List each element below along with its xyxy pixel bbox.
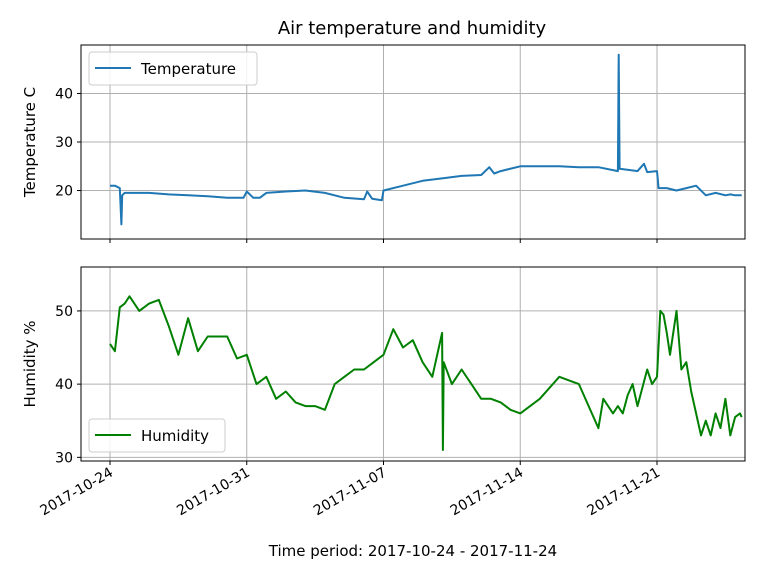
top-x-ticks (109, 239, 658, 243)
top-chart-grid (81, 45, 745, 239)
temperature-line (110, 53, 742, 226)
temperature-legend-box (88, 51, 258, 86)
temperature-axis-label: Temperature C (21, 87, 39, 198)
bottom-y-ticks: 30 40 50 (55, 304, 81, 466)
humidity-legend-box (88, 418, 226, 453)
top-y-ticks: 20 30 40 (55, 87, 81, 200)
humidity-axis-label: Humidity % (21, 320, 39, 407)
temperature-legend: Temperature (88, 51, 258, 86)
humidity-legend: Humidity (88, 418, 226, 453)
y-tick-label: 50 (55, 304, 73, 320)
humidity-line (109, 295, 743, 451)
temperature-legend-label: Temperature (140, 60, 236, 78)
chart-title: Air temperature and humidity (278, 18, 547, 39)
time-period-label: Time period: 2017-10-24 - 2017-11-24 (268, 542, 557, 560)
y-tick-label: 20 (55, 184, 73, 200)
y-tick-label: 40 (55, 377, 73, 393)
y-tick-label: 40 (55, 87, 73, 103)
y-tick-label: 30 (55, 450, 73, 466)
bottom-chart-frame (80, 266, 746, 462)
humidity-legend-label: Humidity (141, 427, 209, 445)
y-tick-label: 30 (55, 135, 73, 151)
